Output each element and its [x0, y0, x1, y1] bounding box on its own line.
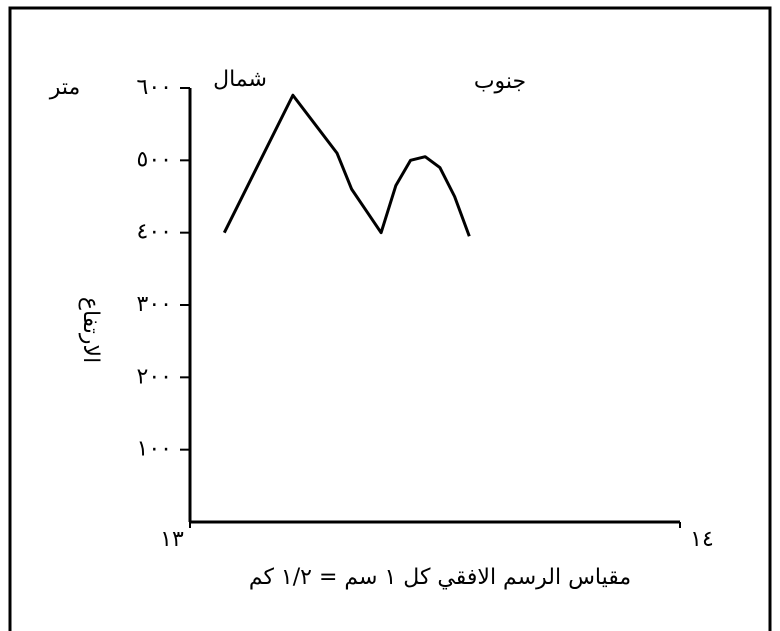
y-tick-label: ٦٠٠ [137, 75, 172, 100]
y-tick-label: ٥٠٠ [137, 147, 172, 172]
y-axis-label: الارتفاع [78, 297, 103, 363]
y-tick-label: ١٠٠ [137, 437, 172, 462]
y-unit: متر [49, 75, 81, 100]
x-axis-label: مقياس الرسم الافقي كل ١ سم = ١/٢ كم [249, 565, 631, 590]
y-tick-label: ٤٠٠ [137, 220, 172, 245]
y-tick-label: ٢٠٠ [137, 364, 172, 389]
south-label: جنوب [474, 69, 526, 94]
y-tick-label: ٣٠٠ [137, 292, 172, 317]
profile-line [222, 93, 471, 237]
frame [8, 6, 772, 631]
x-tick-label: ١٤ [690, 527, 714, 552]
x-tick-label: ١٣ [160, 527, 184, 552]
north-label: شمال [213, 67, 267, 92]
